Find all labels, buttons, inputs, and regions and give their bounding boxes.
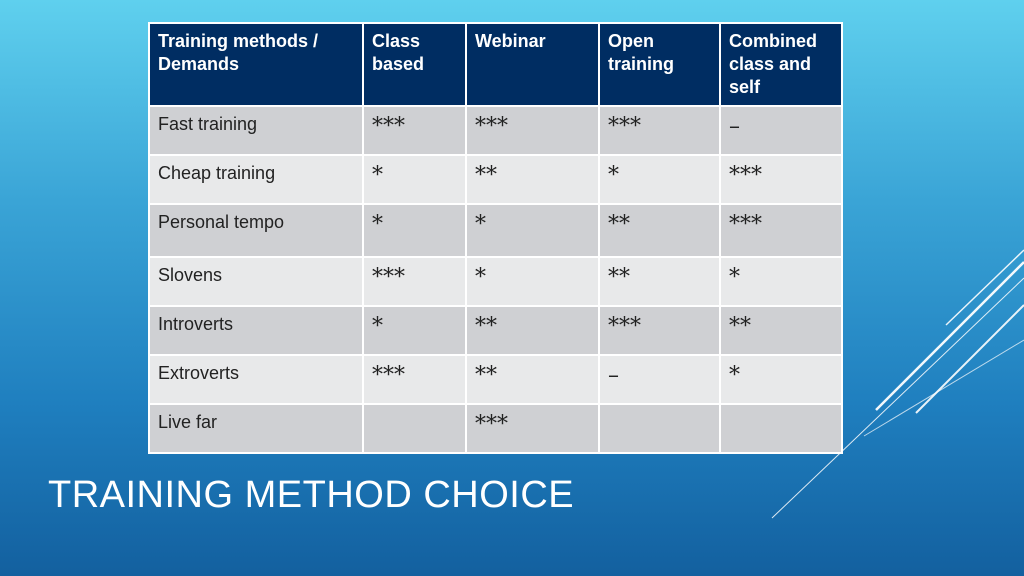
table-cell: [362, 403, 467, 454]
table-row: Cheap training * ** * ***: [148, 154, 843, 205]
table-cell: *: [362, 154, 467, 205]
table-cell: *: [598, 154, 721, 205]
table-cell: –: [598, 354, 721, 405]
table-cell: **: [598, 203, 721, 258]
header-combined: Combined class and self: [719, 22, 843, 107]
table-cell: ***: [719, 154, 843, 205]
table-cell: ***: [362, 354, 467, 405]
table-cell: *: [719, 354, 843, 405]
slide-title: TRAINING METHOD CHOICE: [48, 474, 575, 516]
header-methods-demands: Training methods / Demands: [148, 22, 364, 107]
table-cell: ***: [598, 105, 721, 156]
table-cell: *: [362, 305, 467, 356]
table-row: Personal tempo * * ** ***: [148, 203, 843, 258]
table-cell: [598, 403, 721, 454]
row-label: Introverts: [148, 305, 364, 356]
table-row: Live far ***: [148, 403, 843, 454]
row-label: Personal tempo: [148, 203, 364, 258]
table-cell: *: [362, 203, 467, 258]
header-webinar: Webinar: [465, 22, 600, 107]
row-label: Extroverts: [148, 354, 364, 405]
table-cell: **: [465, 354, 600, 405]
row-label: Live far: [148, 403, 364, 454]
header-class-based: Class based: [362, 22, 467, 107]
table-cell: **: [598, 256, 721, 307]
table-cell: *: [465, 203, 600, 258]
table-cell: ***: [598, 305, 721, 356]
table-cell: *: [465, 256, 600, 307]
table-row: Slovens *** * ** *: [148, 256, 843, 307]
table-cell: ***: [465, 105, 600, 156]
table-cell: ***: [362, 256, 467, 307]
row-label: Cheap training: [148, 154, 364, 205]
table-cell: ***: [465, 403, 600, 454]
table-cell: ***: [719, 203, 843, 258]
table-row: Introverts * ** *** **: [148, 305, 843, 356]
table-row: Extroverts *** ** – *: [148, 354, 843, 405]
table-row: Fast training *** *** *** –: [148, 105, 843, 156]
row-label: Slovens: [148, 256, 364, 307]
table-cell: **: [465, 154, 600, 205]
table-cell: *: [719, 256, 843, 307]
table-cell: **: [465, 305, 600, 356]
row-label: Fast training: [148, 105, 364, 156]
table-cell: [719, 403, 843, 454]
table-cell: ***: [362, 105, 467, 156]
training-methods-table: Training methods / Demands Class based W…: [148, 22, 843, 454]
header-open-training: Open training: [598, 22, 721, 107]
table-cell: **: [719, 305, 843, 356]
table-header-row: Training methods / Demands Class based W…: [148, 22, 843, 107]
table-cell: –: [719, 105, 843, 156]
